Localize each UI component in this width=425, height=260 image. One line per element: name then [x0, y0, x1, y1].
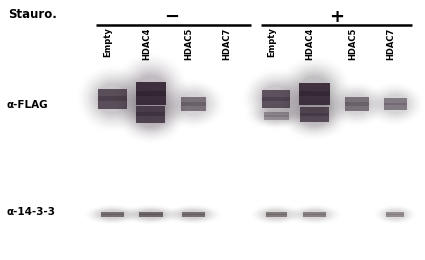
Bar: [299, 91, 330, 96]
Ellipse shape: [297, 76, 332, 111]
Text: α-FLAG: α-FLAG: [6, 100, 48, 110]
Bar: [262, 90, 290, 108]
Ellipse shape: [295, 74, 334, 114]
Bar: [101, 212, 124, 217]
Bar: [181, 102, 206, 106]
Bar: [181, 212, 205, 217]
Text: HDAC7: HDAC7: [223, 27, 232, 60]
Bar: [300, 113, 329, 116]
Ellipse shape: [131, 72, 171, 115]
Bar: [266, 212, 287, 217]
Bar: [139, 214, 163, 215]
Bar: [181, 214, 205, 215]
Text: α-14-3-3: α-14-3-3: [6, 207, 55, 217]
Bar: [139, 212, 163, 217]
Text: +: +: [329, 8, 344, 26]
Bar: [136, 91, 166, 96]
Bar: [386, 214, 404, 215]
Bar: [262, 97, 290, 101]
Text: HDAC5: HDAC5: [348, 27, 357, 60]
Text: Stauro.: Stauro.: [8, 8, 57, 21]
Ellipse shape: [133, 75, 168, 112]
Bar: [384, 102, 407, 106]
Bar: [98, 89, 127, 108]
Text: Empty: Empty: [104, 27, 113, 57]
Bar: [345, 102, 369, 106]
Text: HDAC4: HDAC4: [142, 27, 151, 60]
Bar: [98, 96, 127, 101]
Bar: [384, 98, 407, 110]
Bar: [303, 212, 326, 217]
Bar: [136, 82, 166, 105]
Ellipse shape: [134, 101, 167, 128]
Text: HDAC5: HDAC5: [184, 27, 193, 60]
Bar: [136, 106, 165, 123]
Bar: [181, 97, 206, 111]
Bar: [264, 115, 289, 117]
Text: Empty: Empty: [267, 27, 276, 57]
Bar: [299, 83, 330, 105]
Text: HDAC7: HDAC7: [386, 27, 395, 60]
Bar: [386, 212, 404, 217]
Bar: [264, 112, 289, 120]
Bar: [266, 214, 287, 215]
Bar: [345, 98, 369, 110]
Bar: [303, 214, 326, 215]
Bar: [136, 112, 165, 116]
Text: HDAC4: HDAC4: [306, 27, 314, 60]
Bar: [300, 107, 329, 122]
Text: −: −: [164, 8, 180, 26]
Bar: [101, 214, 124, 215]
